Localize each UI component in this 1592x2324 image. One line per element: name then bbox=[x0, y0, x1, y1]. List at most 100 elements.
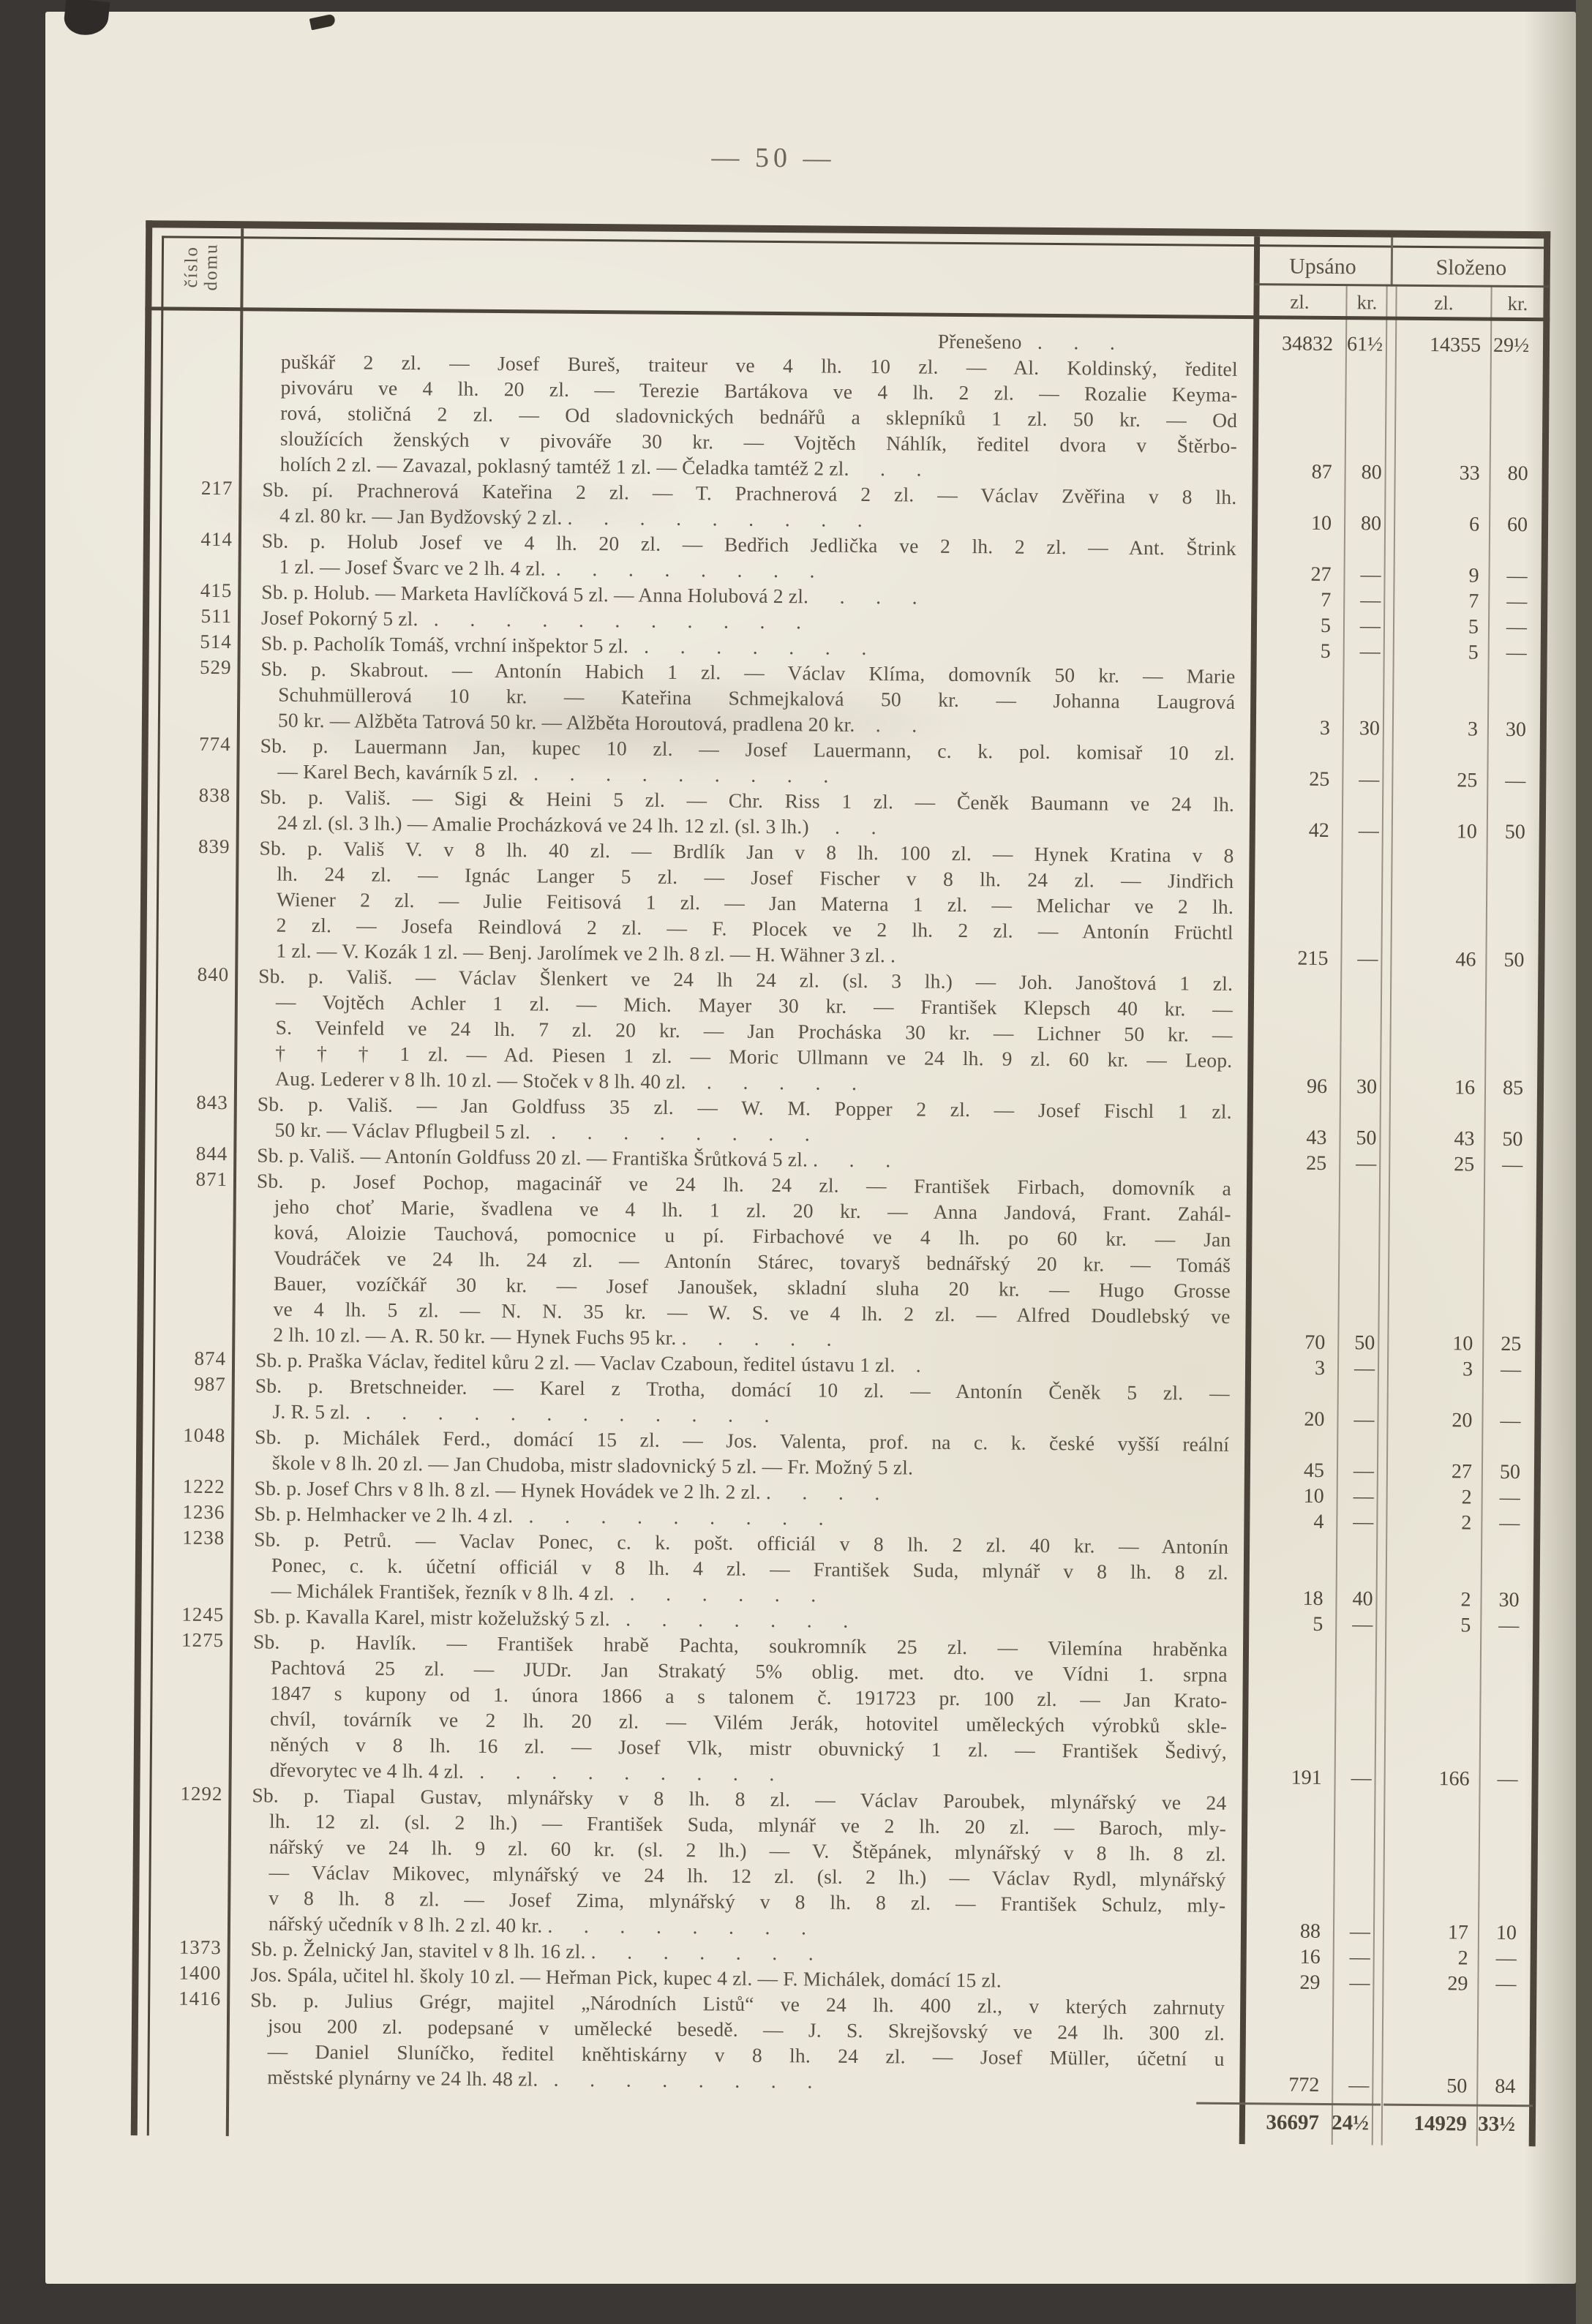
amount-upsano-zl: 10 bbox=[1310, 511, 1332, 535]
house-number: 217 bbox=[200, 476, 233, 500]
amount-upsano-zl: 5 bbox=[1320, 614, 1332, 637]
amount-slozeno-kr: 80 bbox=[1507, 462, 1528, 486]
amount-slozeno-zl: 14355 bbox=[1429, 334, 1482, 357]
amount-slozeno-zl: 3 bbox=[1462, 1358, 1473, 1381]
amount-slozeno-kr: — bbox=[1506, 615, 1528, 639]
amount-upsano-kr: 50 bbox=[1356, 1127, 1377, 1150]
house-number: 1048 bbox=[183, 1424, 226, 1447]
adjacent-page-edge bbox=[1576, 0, 1592, 2324]
ledger-entry: 839 Sb. p. Vališ V. v 8 lh. 40 zl. — Brd… bbox=[140, 834, 1545, 973]
amount-slozeno-kr: 50 bbox=[1502, 1127, 1523, 1151]
amount-slozeno-zl: 6 bbox=[1468, 513, 1480, 536]
amount-upsano-zl: 43 bbox=[1306, 1126, 1327, 1149]
amount-slozeno-zl: 5 bbox=[1460, 1614, 1471, 1637]
amount-slozeno-zl: 46 bbox=[1455, 948, 1476, 971]
amount-upsano-zl: 70 bbox=[1304, 1331, 1326, 1354]
total-slozeno-zl: 14929 bbox=[1413, 2111, 1468, 2136]
amount-upsano-zl: 27 bbox=[1310, 563, 1332, 586]
ledger-entry: 871 Sb. p. Josef Pochop, magacinář ve 24… bbox=[137, 1167, 1543, 1357]
amount-upsano-kr: — bbox=[1351, 1767, 1372, 1790]
house-number: 843 bbox=[196, 1091, 228, 1114]
amount-upsano-kr: — bbox=[1353, 1408, 1375, 1432]
amount-slozeno-zl: 10 bbox=[1452, 1332, 1473, 1355]
divider-groups-header bbox=[1390, 237, 1394, 287]
entry-lines: Sb. p. Bretschneider. — Karel z Trotha, … bbox=[255, 1372, 1230, 1431]
amount-upsano-zl: 191 bbox=[1291, 1766, 1322, 1789]
entry-lines: Sb. p. Havlík. — František hrabě Pachta,… bbox=[252, 1628, 1228, 1789]
amount-upsano-kr: — bbox=[1348, 2074, 1370, 2097]
amount-upsano-kr: 30 bbox=[1359, 717, 1381, 740]
paper-edge-shadow bbox=[1525, 12, 1576, 2284]
column-header-slozeno: Složeno bbox=[1435, 255, 1507, 280]
house-number: 1416 bbox=[179, 1987, 222, 2010]
house-number: 1245 bbox=[181, 1603, 225, 1626]
ledger-entry: 529 Sb. p. Skabrout. — Antonín Habich 1 … bbox=[142, 655, 1547, 742]
amount-slozeno-kr: — bbox=[1498, 1614, 1520, 1638]
house-number: 1373 bbox=[179, 1936, 222, 1959]
amount-upsano-zl: 4 bbox=[1313, 1510, 1324, 1533]
amount-slozeno-kr: — bbox=[1506, 641, 1527, 665]
corner-word-domu: domu bbox=[200, 243, 222, 291]
amount-slozeno-zl: 25 bbox=[1457, 769, 1478, 792]
amount-upsano-kr: — bbox=[1353, 1357, 1375, 1380]
amount-upsano-kr: — bbox=[1352, 1613, 1373, 1636]
amount-upsano-zl: 3 bbox=[1314, 1356, 1326, 1380]
house-number: 1236 bbox=[182, 1500, 225, 1524]
entry-lines: Sb. p. Tiapal Gustav, mlynářsky v 8 lh. … bbox=[251, 1782, 1227, 1943]
amount-slozeno-zl: 20 bbox=[1452, 1409, 1473, 1432]
amount-slozeno-kr: — bbox=[1505, 769, 1526, 793]
amount-slozeno-zl: 9 bbox=[1468, 564, 1479, 587]
house-number: 511 bbox=[200, 604, 233, 628]
amount-slozeno-kr: — bbox=[1499, 1511, 1520, 1535]
amount-slozeno-kr: 50 bbox=[1504, 820, 1525, 844]
amount-upsano-kr: — bbox=[1360, 563, 1381, 587]
amount-slozeno-kr: 30 bbox=[1505, 718, 1527, 742]
amount-slozeno-kr: 25 bbox=[1501, 1332, 1522, 1356]
house-number: 1238 bbox=[182, 1526, 225, 1549]
corner-header-house-number: číslo domu bbox=[159, 226, 242, 307]
amount-slozeno-zl: 166 bbox=[1438, 1767, 1470, 1791]
amount-slozeno-zl: 7 bbox=[1468, 590, 1479, 613]
house-number: 774 bbox=[199, 732, 231, 756]
amount-slozeno-zl: 2 bbox=[1461, 1511, 1472, 1535]
ledger-entry: 1416 Sb. p. Julius Grégr, majitel „Národ… bbox=[131, 1986, 1536, 2099]
amount-upsano-zl: 34832 bbox=[1281, 332, 1334, 356]
amount-upsano-kr: — bbox=[1357, 947, 1378, 971]
house-number bbox=[164, 348, 234, 349]
house-number: 414 bbox=[200, 527, 233, 551]
house-number: 1275 bbox=[181, 1628, 225, 1652]
amount-slozeno-zl: 27 bbox=[1451, 1460, 1473, 1483]
house-number: 1222 bbox=[182, 1475, 225, 1498]
amount-upsano-kr: — bbox=[1358, 819, 1379, 843]
entry-lines: Sb. p. Skabrout. — Antonín Habich 1 zl. … bbox=[260, 655, 1236, 740]
house-number: 874 bbox=[194, 1347, 227, 1370]
entry-lines: Sb. pí. Prachnerová Kateřina 2 zl. — T. … bbox=[262, 476, 1237, 535]
house-number: 840 bbox=[197, 963, 230, 986]
subheader-slozeno-zl: zl. bbox=[1434, 291, 1454, 314]
amount-slozeno-kr: — bbox=[1497, 1767, 1518, 1791]
amount-upsano-kr: 40 bbox=[1352, 1587, 1373, 1611]
amount-upsano-zl: 10 bbox=[1303, 1484, 1324, 1508]
amount-upsano-zl: 25 bbox=[1309, 767, 1330, 791]
total-rule-slozeno bbox=[1383, 2103, 1533, 2107]
amount-slozeno-kr: 84 bbox=[1495, 2075, 1516, 2099]
amount-slozeno-zl: 43 bbox=[1454, 1127, 1475, 1151]
subheader-upsano-kr: kr. bbox=[1356, 290, 1378, 313]
entry-lines: Sb. p. Vališ. — Václav Šlenkert ve 24 lh… bbox=[258, 963, 1233, 1098]
amount-slozeno-zl: 16 bbox=[1454, 1076, 1476, 1099]
amount-upsano-kr: 50 bbox=[1354, 1331, 1375, 1355]
total-upsano-zl: 36697 bbox=[1266, 2110, 1320, 2135]
entry-lines: Sb. p. Lauermann Jan, kupec 10 zl. — Jos… bbox=[260, 732, 1235, 791]
total-slozeno-kr: 33½ bbox=[1478, 2112, 1516, 2137]
amount-slozeno-zl: 2 bbox=[1457, 1947, 1468, 1970]
amount-upsano-kr: 80 bbox=[1360, 512, 1382, 535]
amount-upsano-kr: — bbox=[1356, 1152, 1377, 1176]
amount-upsano-kr: — bbox=[1359, 640, 1381, 663]
ledger-table: číslo domu Upsáno Složeno zl. kr. zl. kr… bbox=[130, 220, 1551, 2147]
amount-upsano-kr: — bbox=[1359, 614, 1381, 638]
entry-lines: puškář 2 zl. — Josef Bureš, traiteur ve … bbox=[263, 348, 1238, 484]
amount-upsano-kr: — bbox=[1349, 1920, 1371, 1944]
amount-upsano-zl: 215 bbox=[1297, 947, 1329, 970]
amount-slozeno-kr: — bbox=[1506, 590, 1528, 614]
